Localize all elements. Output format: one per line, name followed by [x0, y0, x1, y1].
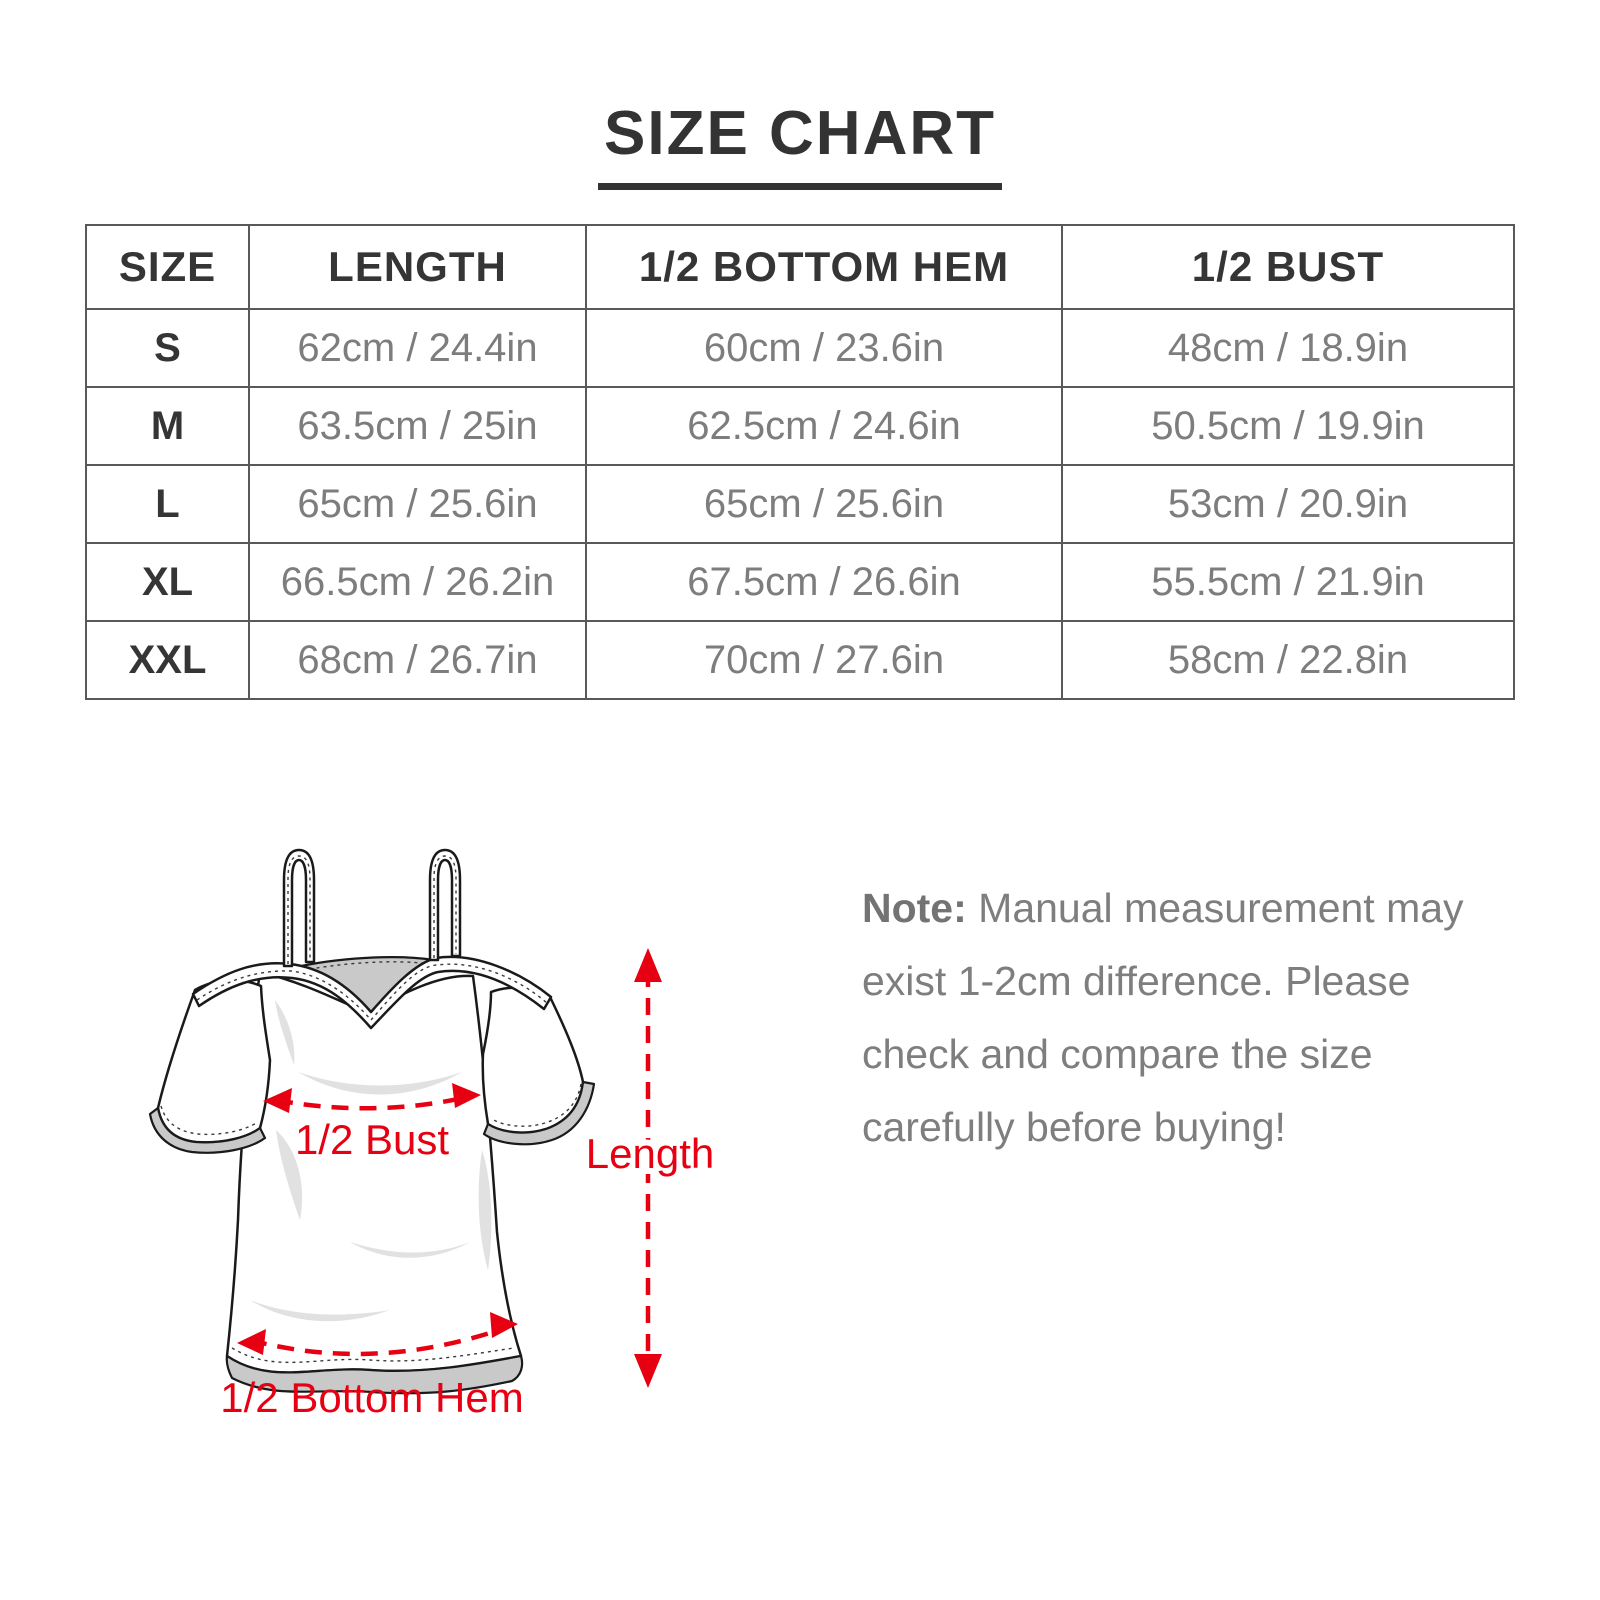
size-cell: XXL — [85, 620, 250, 700]
size-table: SIZE LENGTH 1/2 BOTTOM HEM 1/2 BUST S 62… — [85, 224, 1515, 700]
right-strap-stitch — [433, 855, 457, 958]
size-cell: L — [85, 464, 250, 544]
note-block: Note: Manual measurement may exist 1-2cm… — [862, 872, 1502, 1164]
size-cell: M — [85, 386, 250, 466]
bust-cell: 55.5cm / 21.9in — [1061, 542, 1515, 622]
length-arrowhead-top — [634, 948, 662, 982]
left-sleeve-stitch — [160, 1105, 259, 1136]
length-arrowhead-bottom — [634, 1354, 662, 1388]
table-row: M 63.5cm / 25in 62.5cm / 24.6in 50.5cm /… — [85, 386, 1515, 466]
bottom-hem-facing — [225, 1354, 524, 1395]
note-line: Note: Manual measurement may — [862, 872, 1502, 945]
length-label: Length — [586, 1130, 714, 1177]
bottom-hem-label: 1/2 Bottom Hem — [220, 1374, 523, 1420]
length-cell: 68cm / 26.7in — [248, 620, 587, 700]
length-cell: 62cm / 24.4in — [248, 308, 587, 388]
table-row: S 62cm / 24.4in 60cm / 23.6in 48cm / 18.… — [85, 308, 1515, 388]
bust-arrowhead-left — [263, 1088, 292, 1113]
hem-stitch-line — [231, 1347, 515, 1364]
wrinkle-shading — [275, 1000, 295, 1065]
bottom-hem-cell: 60cm / 23.6in — [585, 308, 1063, 388]
bust-arrowhead-right — [452, 1083, 481, 1108]
bust-cell: 48cm / 18.9in — [1061, 308, 1515, 388]
page-title: SIZE CHART — [598, 98, 1002, 190]
right-sleeve — [481, 986, 585, 1134]
column-header-bust: 1/2 BUST — [1061, 224, 1515, 310]
right-strap — [428, 848, 462, 962]
bust-arrow — [275, 1094, 469, 1111]
column-header-bottom-hem: 1/2 BOTTOM HEM — [585, 224, 1063, 310]
size-cell: S — [85, 308, 250, 388]
bust-cell: 50.5cm / 19.9in — [1061, 386, 1515, 466]
length-cell: 66.5cm / 26.2in — [248, 542, 587, 622]
note-line: check and compare the size — [862, 1030, 1373, 1077]
garment-diagram: 1/2 Bust 1/2 Bottom Hem Length — [148, 848, 720, 1420]
wrinkle-shading — [276, 1130, 303, 1220]
neckline-stitch — [196, 963, 548, 1022]
bust-cell: 53cm / 20.9in — [1061, 464, 1515, 544]
column-header-size: SIZE — [85, 224, 250, 310]
bottom-hem-cell: 67.5cm / 26.6in — [585, 542, 1063, 622]
left-sleeve-hem — [148, 1106, 267, 1154]
wrinkle-shading — [478, 1150, 492, 1270]
wrinkle-shading — [250, 1300, 390, 1322]
left-strap-stitch — [287, 855, 311, 964]
bottom-hem-arrowhead-right — [490, 1312, 518, 1338]
table-row: XL 66.5cm / 26.2in 67.5cm / 26.6in 55.5c… — [85, 542, 1515, 622]
left-strap — [282, 848, 316, 968]
bottom-hem-arrow — [249, 1325, 506, 1357]
size-cell: XL — [85, 542, 250, 622]
neckline-band — [191, 955, 553, 1030]
note-text: Manual measurement may — [978, 885, 1464, 931]
wrinkle-shading — [298, 1072, 462, 1095]
column-header-length: LENGTH — [248, 224, 587, 310]
note-line: carefully before buying! — [862, 1103, 1286, 1150]
table-row: L 65cm / 25.6in 65cm / 25.6in 53cm / 20.… — [85, 464, 1515, 544]
length-cell: 65cm / 25.6in — [248, 464, 587, 544]
table-row: XXL 68cm / 26.7in 70cm / 27.6in 58cm / 2… — [85, 620, 1515, 700]
note-label: Note: — [862, 885, 967, 931]
right-sleeve-hem — [482, 1080, 596, 1146]
bottom-hem-arrowhead-left — [237, 1329, 266, 1355]
title-row: SIZE CHART — [0, 98, 1600, 190]
note-line: exist 1-2cm difference. Please — [862, 957, 1411, 1004]
bottom-hem-cell: 70cm / 27.6in — [585, 620, 1063, 700]
left-sleeve — [156, 979, 272, 1144]
bottom-hem-cell: 65cm / 25.6in — [585, 464, 1063, 544]
bust-cell: 58cm / 22.8in — [1061, 620, 1515, 700]
length-cell: 63.5cm / 25in — [248, 386, 587, 466]
bottom-hem-cell: 62.5cm / 24.6in — [585, 386, 1063, 466]
table-header-row: SIZE LENGTH 1/2 BOTTOM HEM 1/2 BUST — [85, 224, 1515, 310]
wrinkle-shading — [350, 1242, 470, 1258]
bust-label: 1/2 Bust — [295, 1116, 449, 1163]
